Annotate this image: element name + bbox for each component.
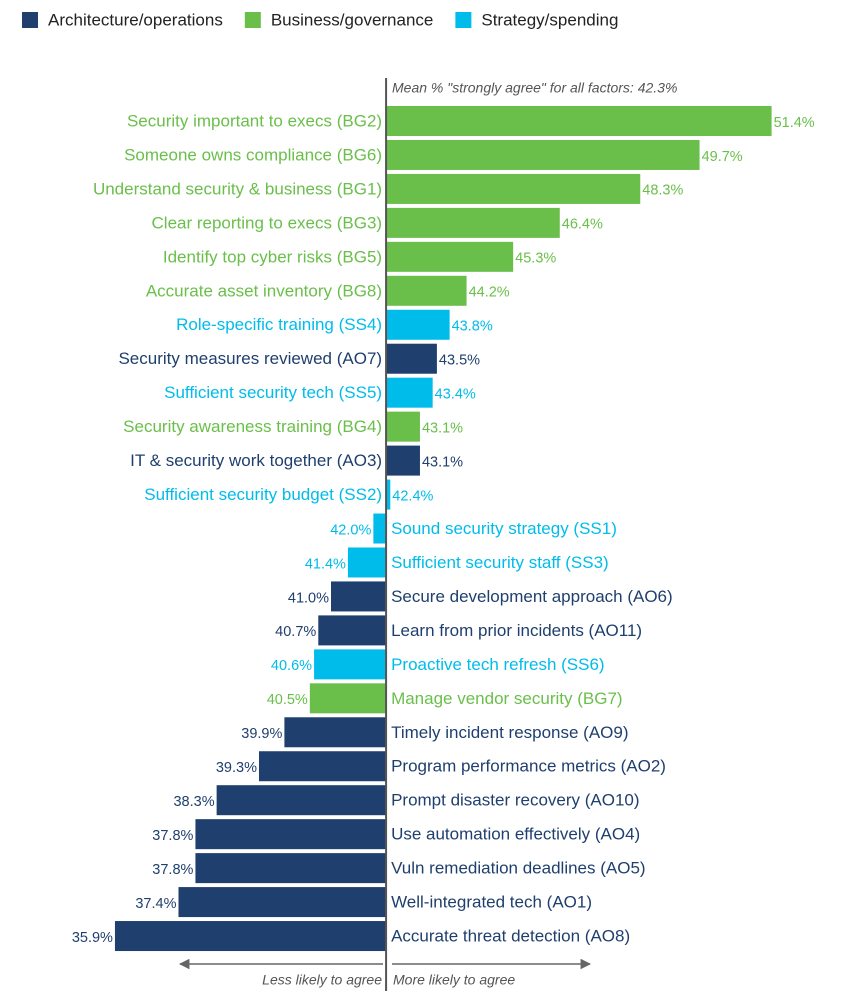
value-label: 40.7% [275, 624, 316, 640]
value-label: 37.8% [152, 828, 193, 844]
bar [386, 309, 450, 340]
category-label: Accurate asset inventory (BG8) [146, 281, 382, 300]
category-label: Secure development approach (AO6) [391, 587, 673, 606]
category-label: Prompt disaster recovery (AO10) [391, 791, 639, 810]
value-label: 43.4% [435, 387, 476, 403]
bar [386, 106, 772, 136]
category-label: Understand security & business (BG1) [93, 179, 382, 198]
category-label: Timely incident response (AO9) [391, 723, 628, 742]
bar [386, 479, 391, 510]
bar [258, 751, 387, 782]
legend-label: Strategy/spending [481, 10, 618, 29]
value-label: 39.3% [216, 760, 257, 776]
legend-label: Business/governance [271, 10, 434, 29]
category-label: Someone owns compliance (BG6) [124, 145, 382, 164]
bar [386, 207, 560, 238]
legend-swatch [22, 12, 38, 28]
bar [386, 411, 420, 442]
bar [347, 547, 387, 578]
category-label: Vuln remediation deadlines (AO5) [391, 859, 646, 878]
value-label: 45.3% [515, 251, 556, 267]
category-label: Manage vendor security (BG7) [391, 689, 623, 708]
value-label: 41.4% [305, 556, 346, 572]
bar [314, 649, 387, 680]
category-label: Role-specific training (SS4) [176, 315, 382, 334]
value-label: 51.4% [774, 115, 815, 131]
bar [373, 513, 387, 544]
category-label: Sound security strategy (SS1) [391, 519, 617, 538]
right-label: More likely to agree [393, 972, 515, 988]
value-label: 38.3% [173, 794, 214, 810]
annotation: Mean % "strongly agree" for all factors:… [392, 80, 677, 96]
bar [386, 275, 467, 306]
value-label: 42.0% [330, 522, 371, 538]
value-label: 43.8% [452, 319, 493, 335]
value-label: 35.9% [72, 930, 113, 946]
bar [318, 615, 387, 646]
category-label: Learn from prior incidents (AO11) [391, 621, 642, 640]
value-label: 40.6% [271, 658, 312, 674]
category-label: Security awareness training (BG4) [123, 417, 382, 436]
category-label: IT & security work together (AO3) [130, 451, 382, 470]
category-label: Program performance metrics (AO2) [391, 757, 666, 776]
left-label: Less likely to agree [262, 972, 382, 988]
legend-label: Architecture/operations [48, 10, 223, 29]
value-label: 37.8% [152, 862, 193, 878]
bar [386, 139, 700, 170]
value-label: 43.1% [422, 454, 463, 470]
legend-swatch [244, 12, 261, 28]
category-label: Sufficient security staff (SS3) [391, 553, 609, 572]
value-label: 49.7% [702, 149, 743, 165]
category-label: Well-integrated tech (AO1) [391, 893, 592, 912]
bar [284, 717, 387, 748]
category-label: Use automation effectively (AO4) [391, 825, 640, 844]
category-label: Proactive tech refresh (SS6) [391, 655, 605, 674]
category-label: Identify top cyber risks (BG5) [163, 247, 382, 266]
value-label: 39.9% [241, 726, 282, 742]
bar [195, 819, 387, 850]
bar [386, 377, 433, 408]
value-label: 48.3% [642, 183, 683, 199]
value-label: 43.5% [439, 353, 480, 369]
bar [309, 683, 387, 714]
bar [216, 785, 387, 816]
category-label: Security important to execs (BG2) [127, 111, 382, 130]
value-label: 37.4% [135, 896, 176, 912]
bar [114, 921, 387, 952]
bar [386, 173, 641, 204]
category-label: Sufficient security budget (SS2) [144, 485, 382, 504]
bar [386, 343, 437, 374]
bar [178, 887, 387, 918]
category-label: Accurate threat detection (AO8) [391, 927, 630, 946]
value-label: 46.4% [562, 217, 603, 233]
bar [331, 581, 387, 612]
bar [386, 445, 420, 476]
value-label: 42.4% [392, 488, 433, 504]
bar [195, 853, 387, 884]
value-label: 44.2% [469, 285, 510, 301]
category-label: Clear reporting to execs (BG3) [152, 213, 383, 232]
category-label: Sufficient security tech (SS5) [164, 383, 382, 402]
value-label: 41.0% [288, 590, 329, 606]
value-label: 40.5% [267, 692, 308, 708]
legend-swatch [455, 12, 472, 28]
bar [386, 241, 514, 272]
value-label: 43.1% [422, 420, 463, 436]
category-label: Security measures reviewed (AO7) [118, 349, 382, 368]
